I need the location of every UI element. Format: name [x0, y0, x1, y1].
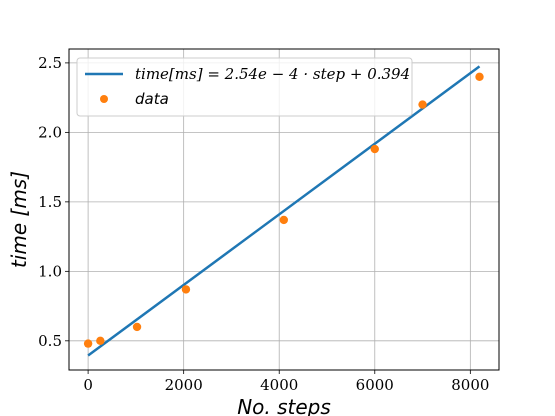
x-tick-label: 8000: [451, 376, 489, 394]
data-point: [181, 285, 191, 294]
fit-line: [87, 65, 481, 357]
legend-line-label: time[ms] = 2.54e − 4 · step + 0.394: [135, 65, 410, 83]
legend: time[ms] = 2.54e − 4 · step + 0.394 data: [76, 57, 413, 117]
data-point: [279, 215, 289, 225]
data-point: [475, 72, 484, 81]
data-point: [370, 144, 379, 154]
legend-box: [76, 57, 413, 117]
axes-frame: [68, 48, 500, 371]
x-tick-label: 4000: [260, 376, 298, 394]
data-point: [83, 339, 93, 348]
x-tick-label: 2000: [165, 376, 203, 394]
x-tick-label: 0: [83, 376, 93, 394]
legend-data-label: data: [135, 90, 169, 108]
x-axis-label: No. steps: [237, 395, 331, 416]
ticks: 0 2000 4000 6000 8000 0.5 1.0 1.5 2.0 2.5: [38, 54, 489, 394]
y-tick-label: 1.0: [38, 262, 62, 280]
y-tick-label: 1.5: [38, 193, 62, 211]
y-tick-label: 0.5: [38, 332, 62, 350]
x-tick-label: 6000: [356, 376, 394, 394]
y-axis-label: time [ms]: [7, 171, 31, 268]
data-point: [132, 322, 142, 332]
data-point: [418, 100, 427, 109]
y-tick-label: 2.0: [38, 123, 62, 141]
series-layer: [83, 65, 484, 357]
y-tick-label: 2.5: [38, 54, 62, 72]
legend-dot-swatch: [100, 95, 108, 103]
data-point: [96, 336, 105, 346]
